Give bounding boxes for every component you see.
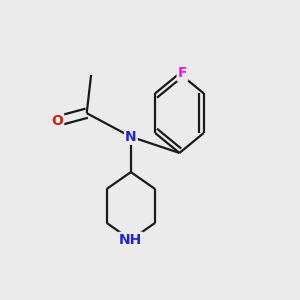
Text: N: N xyxy=(125,130,137,144)
Text: NH: NH xyxy=(119,233,142,247)
Text: F: F xyxy=(178,66,187,80)
Text: O: O xyxy=(51,114,63,128)
